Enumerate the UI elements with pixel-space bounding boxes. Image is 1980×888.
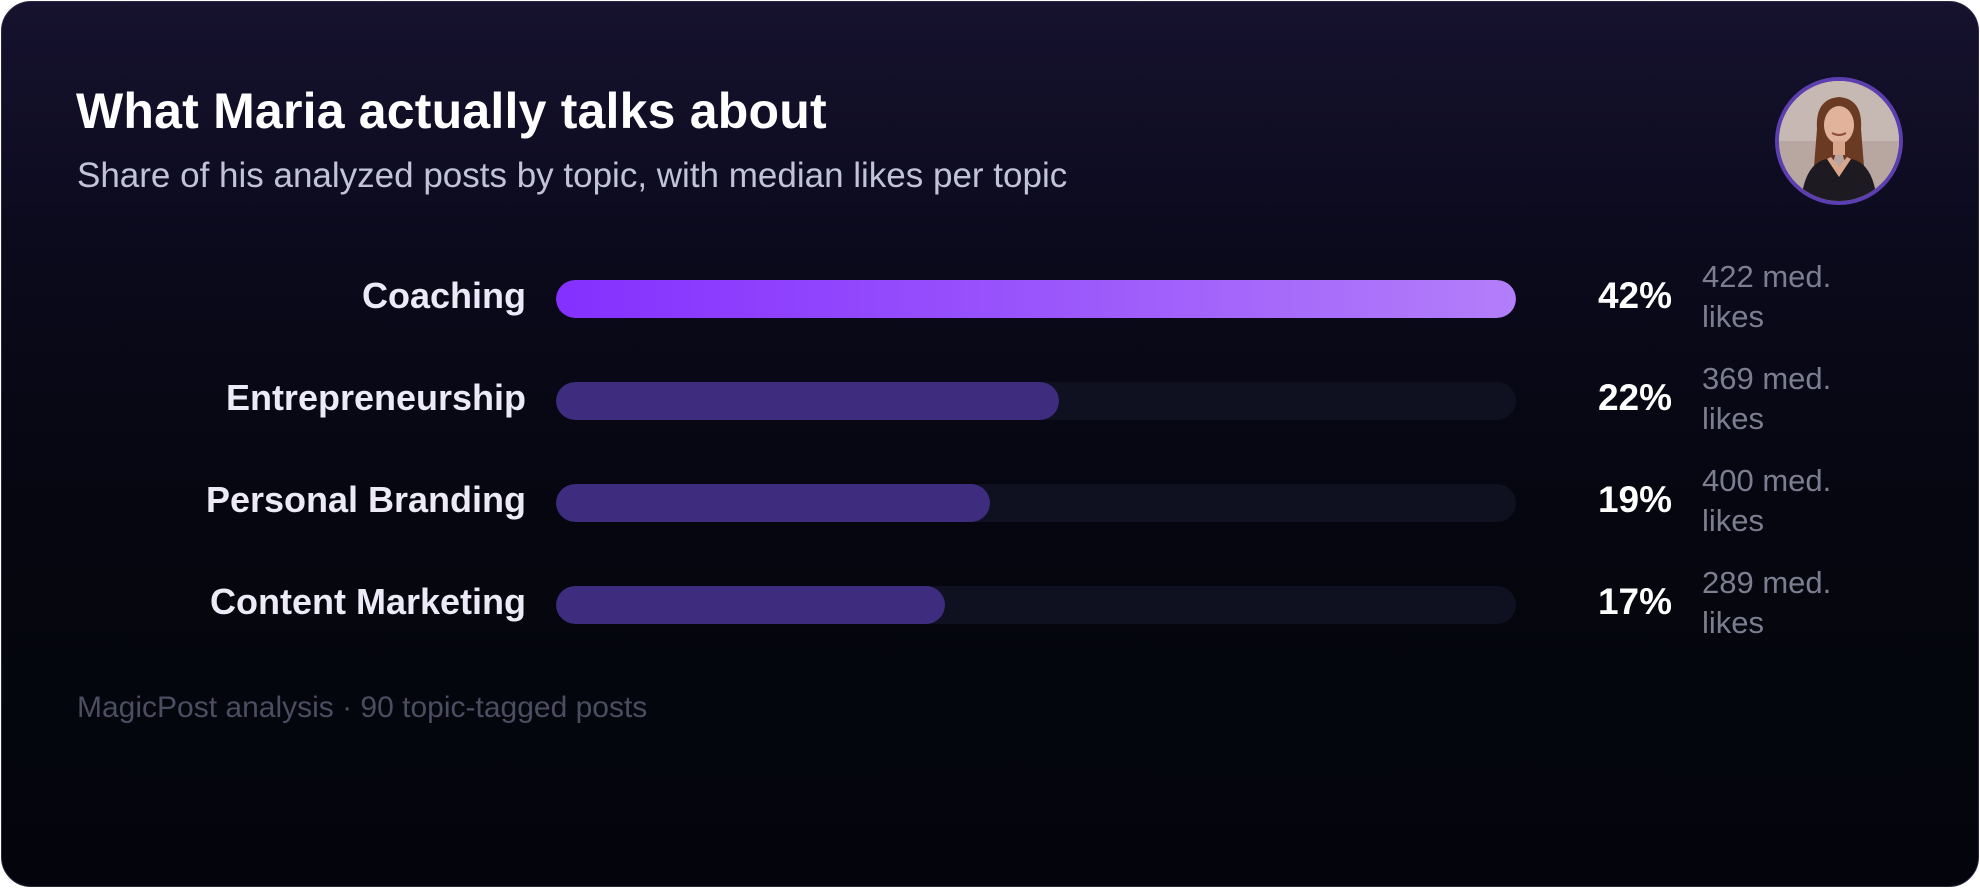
bar-track xyxy=(556,382,1516,420)
chart-title: What Maria actually talks about xyxy=(76,83,827,139)
avatar xyxy=(1775,77,1903,205)
bar-row: Entrepreneurship 22% 369 med. likes xyxy=(2,353,1978,443)
bar xyxy=(556,382,1059,420)
bar-track xyxy=(556,484,1516,522)
topic-bar-chart: Coaching 42% 422 med. likes Entrepreneurshi… xyxy=(2,2,1978,642)
bar xyxy=(556,280,1516,318)
bar xyxy=(556,484,990,522)
value-label: 42% xyxy=(1597,275,1672,316)
bar-track xyxy=(556,586,1516,624)
category-label: Content Marketing xyxy=(209,581,526,622)
median-likes-label: 369 med. likes xyxy=(1702,361,1832,436)
bar-row: Coaching 42% 422 med. likes xyxy=(2,251,1978,341)
bar-track xyxy=(556,280,1516,318)
bar xyxy=(556,586,945,624)
bar-row: Personal Branding 19% 400 med. likes xyxy=(2,455,1978,545)
chart-subtitle: Share of his analyzed posts by topic, wi… xyxy=(77,156,1068,195)
bar-row: Content Marketing 17% 289 med. likes xyxy=(2,557,1978,647)
median-likes-label: 422 med. likes xyxy=(1702,259,1832,334)
value-label: 22% xyxy=(1597,377,1672,418)
median-likes-label: 289 med. likes xyxy=(1702,565,1832,640)
source-footnote: MagicPost analysis · 90 topic-tagged pos… xyxy=(77,691,648,724)
category-label: Coaching xyxy=(361,275,526,316)
median-likes-label: 400 med. likes xyxy=(1702,463,1832,538)
value-label: 17% xyxy=(1597,581,1672,622)
category-label: Entrepreneurship xyxy=(225,377,526,418)
category-label: Personal Branding xyxy=(205,479,526,520)
value-label: 19% xyxy=(1597,479,1672,520)
